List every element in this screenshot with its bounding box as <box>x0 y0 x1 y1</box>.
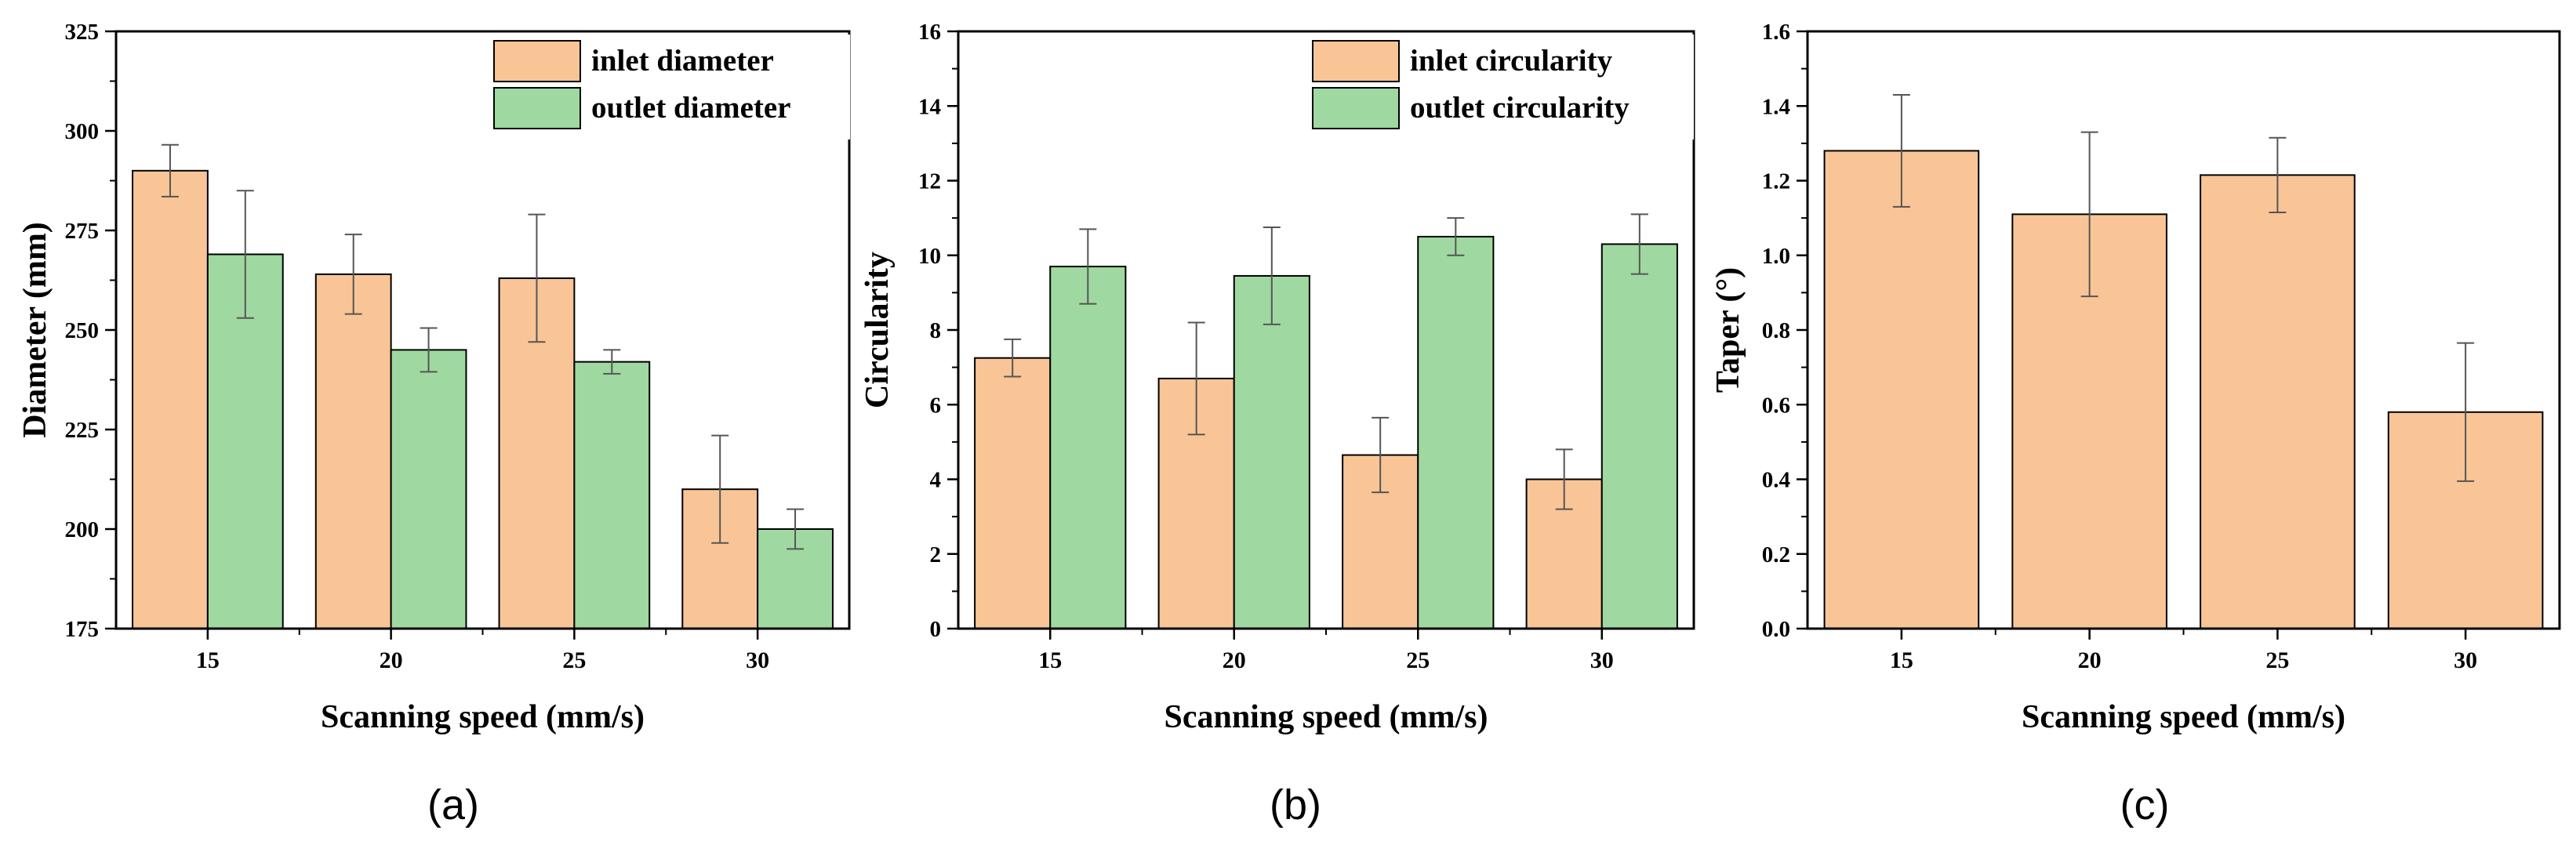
y-tick-label: 16 <box>918 20 941 45</box>
x-tick-label: 25 <box>562 647 586 673</box>
y-tick-label: 0.6 <box>1762 393 1790 418</box>
plot-frame <box>957 30 1695 630</box>
bar <box>1823 150 1980 629</box>
y-tick-label: 0.2 <box>1762 542 1790 567</box>
y-axis-title: Taper (°) <box>1710 267 1746 393</box>
x-tick-label: 20 <box>380 647 403 673</box>
x-axis-title: Scanning speed (mm/s) <box>321 699 645 735</box>
bar <box>390 349 467 629</box>
legend-label: outlet circularity <box>1410 91 1630 125</box>
panel-label-c: (c) <box>2120 781 2170 828</box>
panel-label-a: (a) <box>427 781 479 828</box>
bar <box>1233 274 1310 629</box>
legend: inlet circularity outlet circularity <box>1311 34 1694 140</box>
y-tick-label: 275 <box>65 219 100 244</box>
y-tick-label: 175 <box>65 617 100 642</box>
y-tick-label: 4 <box>930 468 942 493</box>
y-tick-label: 1.0 <box>1762 244 1790 269</box>
y-tick-label: 6 <box>930 393 942 418</box>
y-axis-title: Diameter (mm) <box>17 222 53 438</box>
x-tick-label: 15 <box>1038 647 1062 673</box>
bar <box>974 357 1052 629</box>
legend-swatch <box>1312 40 1400 82</box>
x-tick-label: 20 <box>2078 647 2102 673</box>
legend-label: outlet diameter <box>591 91 791 125</box>
y-tick-label: 8 <box>930 318 942 343</box>
y-tick-label: 0 <box>930 617 942 642</box>
x-tick-label: 15 <box>196 647 220 673</box>
bar <box>1417 235 1495 629</box>
legend-label: inlet circularity <box>1410 44 1613 78</box>
y-tick-label: 300 <box>65 119 100 144</box>
y-tick-label: 12 <box>918 169 941 194</box>
y-tick-label: 225 <box>65 418 100 443</box>
y-tick-label: 325 <box>65 20 100 45</box>
plot-frame <box>114 30 851 630</box>
bar <box>314 273 392 629</box>
y-tick-label: 250 <box>65 318 100 343</box>
bar <box>1600 243 1678 629</box>
bar <box>573 361 651 629</box>
bar <box>1049 266 1127 629</box>
x-tick-label: 30 <box>746 647 769 673</box>
y-tick-label: 200 <box>65 517 100 542</box>
panel-label-b: (b) <box>1270 781 1321 828</box>
x-tick-label: 20 <box>1223 647 1246 673</box>
y-tick-label: 0.0 <box>1762 617 1790 642</box>
x-tick-label: 25 <box>1406 647 1430 673</box>
x-tick-label: 30 <box>2454 647 2477 673</box>
y-tick-label: 14 <box>918 94 941 119</box>
y-tick-label: 0.8 <box>1762 318 1790 343</box>
plot-frame <box>1806 30 2561 630</box>
legend-swatch <box>1312 87 1400 129</box>
y-tick-label: 2 <box>930 542 942 567</box>
y-tick-label: 1.6 <box>1762 20 1790 45</box>
legend: inlet diameter outlet diameter <box>492 34 850 140</box>
chart-panel-a: 15 20 25 30 175 200 225 250 275 300 325 Scanning sp… <box>17 20 851 735</box>
chart-panel-b: 15 20 25 30 0 2 4 6 8 10 12 14 16 Scanning speed (mm/… <box>859 20 1695 735</box>
x-tick-label: 15 <box>1890 647 1913 673</box>
legend-label: inlet diameter <box>591 44 774 78</box>
chart-panel-c: 15 20 25 30 0.0 0.2 0.4 0.6 0.8 1.0 1.2 1.4 1.6 Scann… <box>1710 20 2561 735</box>
y-tick-label: 1.2 <box>1762 169 1790 194</box>
y-axis-title: Circularity <box>859 252 896 408</box>
bar <box>132 169 209 630</box>
legend-swatch <box>493 87 581 129</box>
x-tick-label: 30 <box>1590 647 1614 673</box>
y-tick-label: 1.4 <box>1762 94 1790 119</box>
y-tick-label: 10 <box>918 244 941 269</box>
x-axis-title: Scanning speed (mm/s) <box>2022 699 2345 735</box>
legend-swatch <box>493 40 581 82</box>
x-axis-title: Scanning speed (mm/s) <box>1164 699 1488 735</box>
y-tick-label: 0.4 <box>1762 468 1790 493</box>
x-tick-label: 25 <box>2265 647 2289 673</box>
bar <box>2200 174 2356 629</box>
